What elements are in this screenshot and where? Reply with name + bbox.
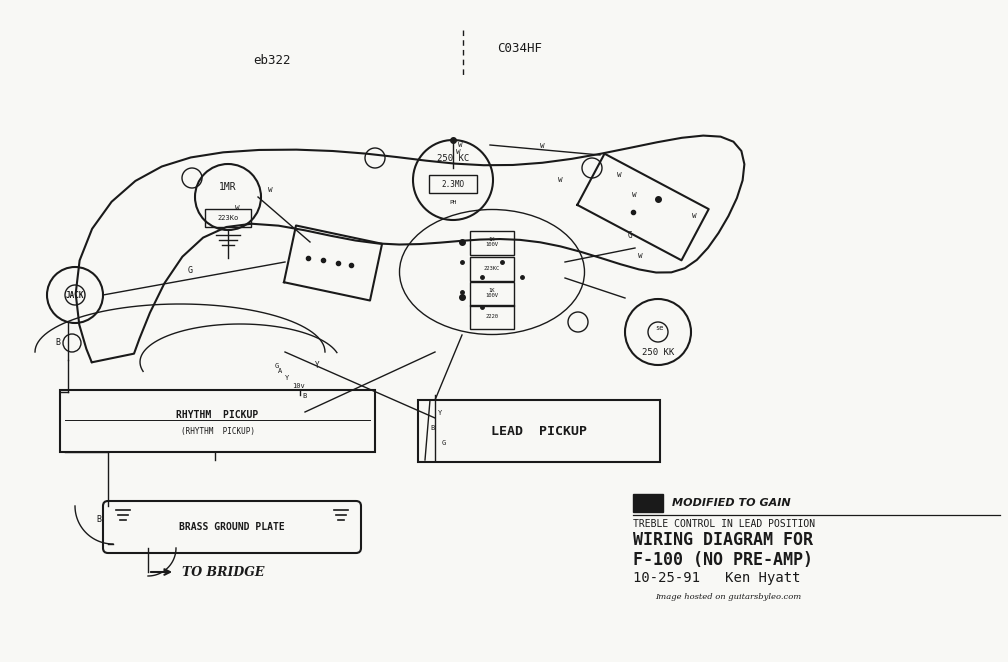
Text: JACK: JACK bbox=[66, 291, 85, 299]
Bar bbox=[470, 231, 514, 255]
Text: w: w bbox=[638, 251, 643, 260]
Text: 10v: 10v bbox=[292, 383, 304, 389]
Bar bbox=[418, 400, 660, 462]
Text: Y: Y bbox=[438, 410, 443, 416]
Bar bbox=[470, 305, 514, 329]
Text: G: G bbox=[442, 440, 447, 446]
Text: 250 KC: 250 KC bbox=[436, 154, 469, 162]
Text: w: w bbox=[692, 211, 697, 220]
Text: 1K
100V: 1K 100V bbox=[486, 287, 499, 299]
Text: 250 KK: 250 KK bbox=[642, 348, 674, 357]
Text: G: G bbox=[275, 363, 279, 369]
Text: w: w bbox=[456, 147, 461, 156]
Text: w: w bbox=[617, 170, 622, 179]
Bar bbox=[429, 175, 477, 193]
Bar bbox=[60, 390, 375, 452]
Text: se: se bbox=[656, 325, 664, 331]
Text: 2.3MO: 2.3MO bbox=[442, 179, 465, 189]
Text: LEAD  PICKUP: LEAD PICKUP bbox=[491, 424, 587, 438]
Text: RHYTHM  PICKUP: RHYTHM PICKUP bbox=[176, 410, 259, 420]
Text: 1K
100V: 1K 100V bbox=[486, 236, 499, 248]
Text: TREBLE CONTROL IN LEAD POSITION: TREBLE CONTROL IN LEAD POSITION bbox=[633, 519, 815, 529]
Text: A: A bbox=[278, 368, 282, 374]
Text: w: w bbox=[632, 190, 637, 199]
Text: eb322: eb322 bbox=[253, 54, 290, 66]
Text: WIRING DIAGRAM FOR: WIRING DIAGRAM FOR bbox=[633, 531, 813, 549]
Text: B: B bbox=[302, 393, 306, 399]
Text: w: w bbox=[558, 175, 562, 184]
Text: 223KC: 223KC bbox=[484, 265, 500, 271]
Text: G: G bbox=[628, 231, 633, 240]
Bar bbox=[633, 494, 663, 512]
Text: F-100 (NO PRE-AMP): F-100 (NO PRE-AMP) bbox=[633, 551, 813, 569]
Bar bbox=[470, 257, 514, 281]
Text: 223Ko: 223Ko bbox=[218, 215, 239, 221]
Text: PH: PH bbox=[450, 199, 457, 205]
Text: B: B bbox=[96, 515, 101, 524]
Bar bbox=[470, 282, 514, 306]
Text: Y: Y bbox=[285, 375, 289, 381]
Text: TO BRIDGE: TO BRIDGE bbox=[182, 565, 264, 579]
Text: C034HF: C034HF bbox=[498, 42, 542, 54]
Text: (RHYTHM  PICKUP): (RHYTHM PICKUP) bbox=[180, 426, 254, 436]
Text: 2220: 2220 bbox=[486, 314, 499, 318]
Text: MODIFIED TO GAIN: MODIFIED TO GAIN bbox=[672, 498, 790, 508]
Text: G: G bbox=[188, 266, 193, 275]
Text: 10-25-91   Ken Hyatt: 10-25-91 Ken Hyatt bbox=[633, 571, 800, 585]
Bar bbox=[205, 209, 251, 227]
Text: 1MR: 1MR bbox=[219, 182, 237, 192]
Text: w: w bbox=[235, 203, 240, 212]
Text: Y: Y bbox=[314, 361, 320, 370]
Text: B: B bbox=[55, 338, 60, 347]
Text: BRASS GROUND PLATE: BRASS GROUND PLATE bbox=[179, 522, 285, 532]
Text: w: w bbox=[458, 140, 463, 149]
Text: Image hosted on guitarsbyleo.com: Image hosted on guitarsbyleo.com bbox=[655, 593, 801, 601]
Text: B: B bbox=[430, 425, 434, 431]
Text: w: w bbox=[540, 141, 544, 150]
Text: w: w bbox=[268, 185, 272, 194]
